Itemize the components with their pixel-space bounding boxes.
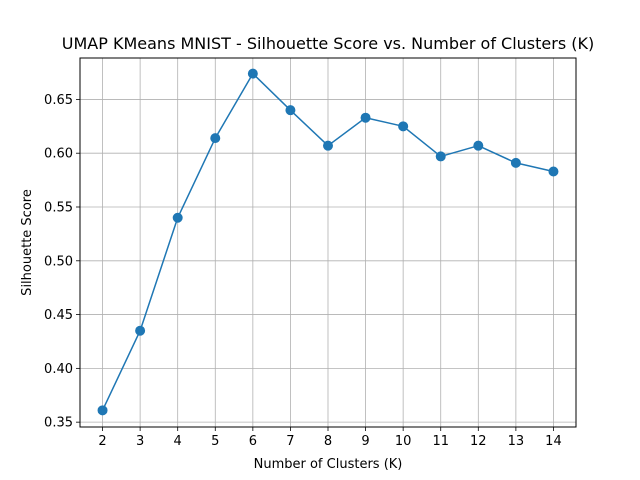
x-tick-label-13: 13 [508,434,525,449]
y-tick-label-5: 0.60 [44,147,73,162]
y-tick-label-3: 0.50 [44,254,73,269]
y-tick-label-1: 0.40 [44,362,73,377]
grid-layer [80,58,576,427]
x-tick-label-14: 14 [545,434,562,449]
x-tick-label-12: 12 [470,434,487,449]
x-tick-label-6: 6 [249,434,257,449]
x-tick-label-5: 5 [211,434,219,449]
y-tick-label-0: 0.35 [44,416,73,431]
data-point-k3 [135,325,146,336]
data-point-k4 [172,212,183,223]
y-tick-label-6: 0.65 [44,93,73,108]
tick-layer: 2 3 4 5 6 7 8 9 10 11 12 13 14 0.35 0.40 0.45 0.50 0.55 0.… [44,93,562,449]
data-point-k9 [360,112,371,123]
y-axis-label: Silhouette Score [20,189,35,296]
data-point-k10 [398,121,409,132]
y-tick-label-4: 0.55 [44,200,73,215]
data-point-k14 [548,166,559,177]
data-point-k7 [285,105,296,116]
x-tick-label-4: 4 [174,434,182,449]
x-tick-label-7: 7 [286,434,294,449]
x-tick-label-2: 2 [98,434,106,449]
data-point-k5 [210,133,221,144]
data-point-k8 [323,140,333,151]
chart-title: UMAP KMeans MNIST - Silhouette Score vs.… [62,34,594,53]
x-tick-label-10: 10 [395,434,412,449]
x-tick-label-9: 9 [361,434,369,449]
y-tick-label-2: 0.45 [44,308,73,323]
x-axis-label: Number of Clusters (K) [254,457,403,472]
data-point-k2 [97,405,108,416]
data-point-k11 [435,151,446,162]
x-tick-label-3: 3 [136,434,144,449]
data-point-k12 [473,140,484,151]
x-tick-label-11: 11 [432,434,449,449]
data-point-k6 [247,68,258,79]
data-point-k13 [510,157,521,168]
x-tick-label-8: 8 [324,434,332,449]
series-layer [97,68,559,416]
